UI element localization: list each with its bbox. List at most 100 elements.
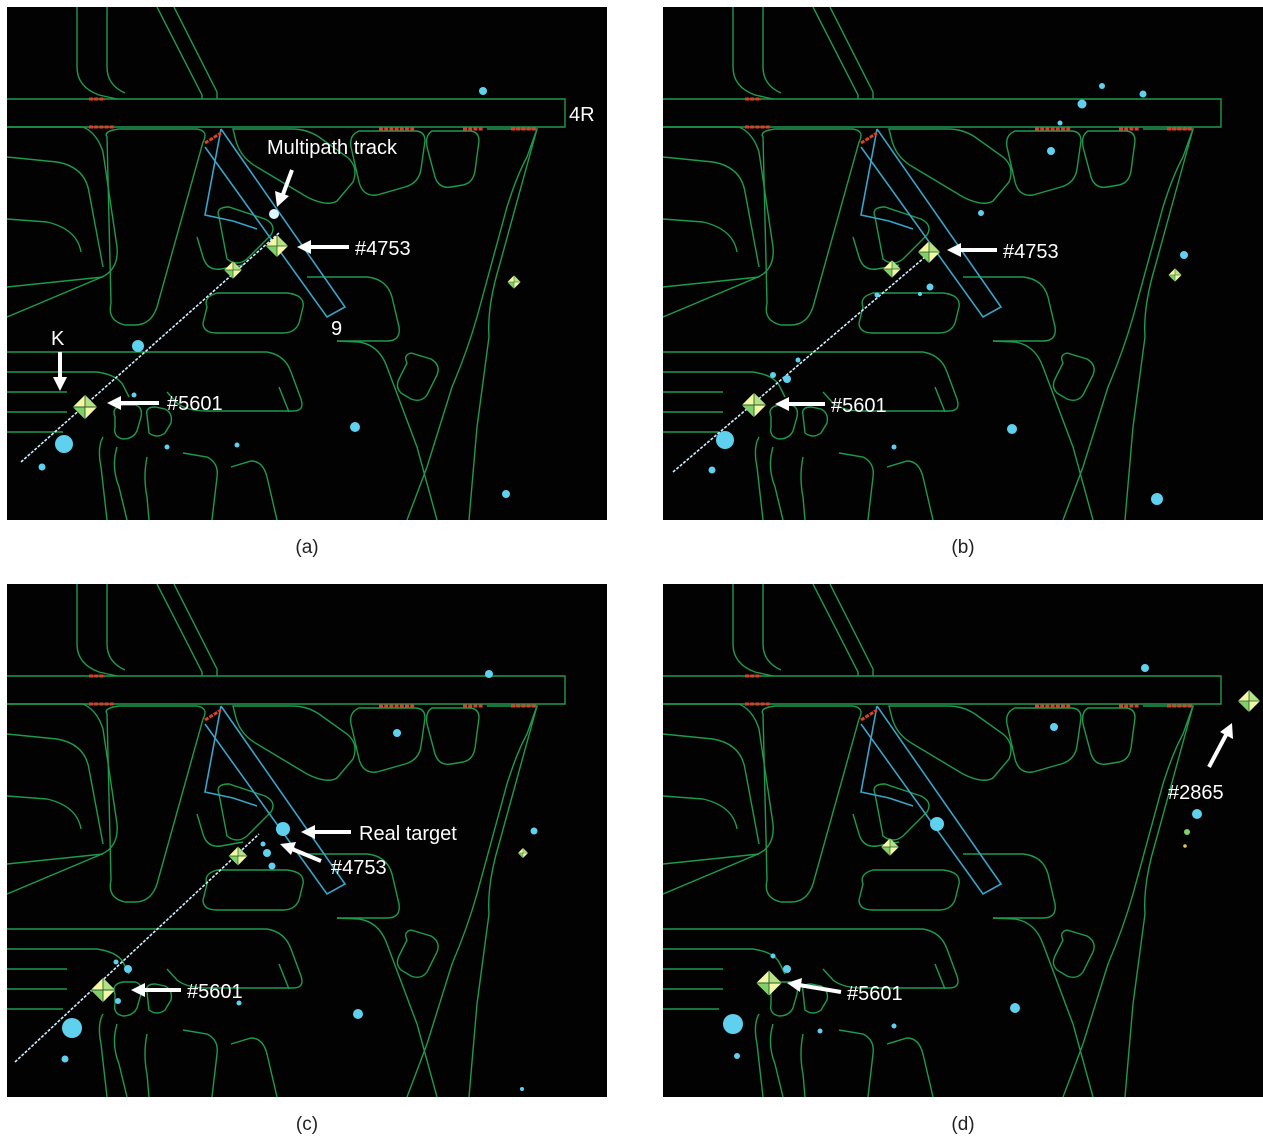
- radar-return: [1192, 809, 1202, 819]
- runway-9-outline: [204, 705, 347, 896]
- radar-return: [38, 463, 46, 471]
- target-5601-label: #5601: [167, 393, 223, 415]
- radar-return: [978, 210, 984, 216]
- runway-9-outline: [860, 128, 1003, 319]
- arrow-4753: [280, 842, 322, 863]
- airport-map-c: Real target #4753 #5601: [7, 584, 566, 1097]
- runway-4r-label: 4R: [569, 104, 595, 126]
- aircraft-diamond-icon: [228, 846, 248, 866]
- target-5601-label: #5601: [847, 983, 903, 1005]
- aircraft-diamond-icon: [224, 261, 242, 279]
- radar-return: [1047, 147, 1055, 155]
- airport-outline: [7, 584, 566, 1097]
- radar-return: [716, 431, 734, 449]
- aircraft-diamond-icon: [1168, 268, 1182, 282]
- radar-panel-b: #4753 #5601: [663, 7, 1263, 520]
- radar-return: [734, 1053, 740, 1059]
- radar-return: [124, 965, 132, 973]
- target-4753-label: #4753: [355, 238, 411, 260]
- multipath-track-line: [672, 256, 926, 473]
- panel-b-caption: (b): [951, 537, 975, 558]
- radar-return: [132, 340, 144, 352]
- radar-return: [1151, 493, 1163, 505]
- aircraft-diamond-icon: [90, 977, 116, 1003]
- radar-return: [891, 444, 897, 450]
- aircraft-5601-symbol: [756, 970, 782, 996]
- radar-return: [770, 372, 776, 378]
- aircraft-diamond-icon: [741, 392, 767, 418]
- radar-panel-d: #2865 #5601: [663, 584, 1263, 1097]
- radar-return: [1057, 120, 1063, 126]
- radar-return: [783, 375, 791, 383]
- multipath-track-line: [20, 232, 280, 463]
- radar-return: [234, 442, 240, 448]
- aircraft-diamond-icon: [266, 235, 288, 257]
- arrow-5601: [131, 983, 181, 997]
- target-4753-label: #4753: [1003, 241, 1059, 263]
- radar-return: [708, 466, 716, 474]
- radar-return: [520, 1087, 524, 1091]
- radar-return: [783, 965, 791, 973]
- arrow-5601: [775, 397, 825, 411]
- hold-bars: [745, 674, 1193, 722]
- real-target-return: [276, 822, 290, 836]
- radar-return: [1180, 251, 1188, 259]
- runway-9-outline: [204, 128, 347, 319]
- aircraft-4753-symbol: [918, 241, 940, 263]
- aircraft-symbol-distant: [518, 848, 528, 858]
- radar-return: [393, 729, 401, 737]
- radar-return: [62, 1018, 82, 1038]
- radar-return: [918, 292, 922, 296]
- radar-return: [1007, 424, 1017, 434]
- radar-return: [263, 849, 271, 857]
- panel-c-caption: (c): [295, 1114, 319, 1135]
- radar-return: [891, 1023, 897, 1029]
- aircraft-diamond-icon: [883, 260, 901, 278]
- arrow-5601: [787, 978, 842, 994]
- multipath-track-label: Multipath track: [267, 137, 398, 159]
- target-5601-label: #5601: [187, 981, 243, 1003]
- runway-9-outline: [860, 705, 1003, 896]
- radar-return: [353, 1009, 363, 1019]
- radar-return: [930, 817, 944, 831]
- radar-return: [236, 1000, 242, 1006]
- radar-return: [268, 862, 276, 870]
- aircraft-5601-symbol: [90, 977, 116, 1003]
- radar-return: [530, 827, 538, 835]
- radar-return: [1184, 829, 1190, 835]
- radar-return: [485, 670, 493, 678]
- aircraft-diamond-icon: [518, 848, 528, 858]
- radar-return: [61, 1055, 69, 1063]
- radar-return: [1141, 664, 1149, 672]
- airport-outline: [663, 584, 1222, 1097]
- radar-return: [874, 292, 880, 298]
- arrow-4753: [947, 243, 997, 257]
- arrow-5601: [107, 396, 159, 410]
- aircraft-symbol-small: [224, 261, 242, 279]
- radar-return: [723, 1014, 743, 1034]
- radar-return: [113, 959, 119, 965]
- airport-map-b: #4753 #5601: [663, 7, 1222, 520]
- real-target-label: Real target: [359, 823, 457, 845]
- target-4753-label: #4753: [331, 857, 387, 879]
- panel-d-caption: (d): [951, 1114, 975, 1135]
- arrow-4753: [297, 240, 349, 254]
- arrow-multipath: [275, 169, 294, 207]
- aircraft-symbol-small: [883, 260, 901, 278]
- arrow-2865: [1207, 723, 1233, 768]
- aircraft-symbol-small: [881, 838, 899, 856]
- radar-return: [1077, 99, 1087, 109]
- aircraft-diamond-icon: [756, 970, 782, 996]
- radar-return: [350, 422, 360, 432]
- aircraft-5601-symbol: [741, 392, 767, 418]
- radar-return: [479, 87, 487, 95]
- radar-return: [502, 490, 510, 498]
- aircraft-4753-symbol: [266, 235, 288, 257]
- radar-return: [1010, 1003, 1020, 1013]
- radar-return: [926, 283, 934, 291]
- radar-return: [817, 1028, 823, 1034]
- airport-map-a: 4R 9 K Multipath track #4753 #5601: [7, 7, 595, 520]
- radar-return: [115, 998, 121, 1004]
- aircraft-symbol-distant: [1168, 268, 1182, 282]
- panel-a-caption: (a): [295, 537, 319, 558]
